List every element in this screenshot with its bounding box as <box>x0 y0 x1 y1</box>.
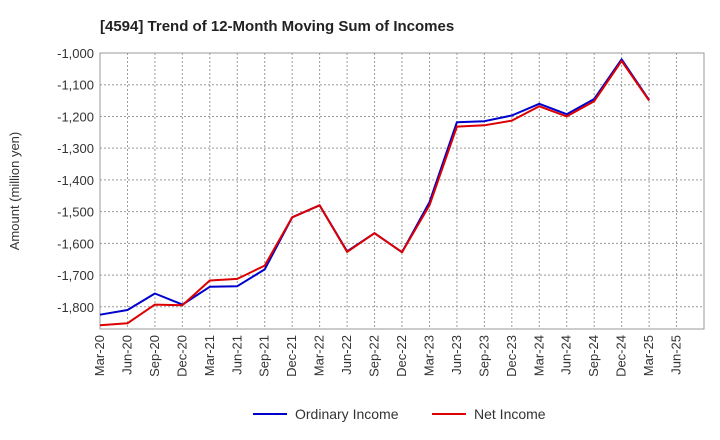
x-tick-label: Dec-20 <box>174 335 189 377</box>
y-tick-label: -1,700 <box>57 268 94 283</box>
y-tick-label: -1,500 <box>57 205 94 220</box>
series-group <box>99 58 650 327</box>
x-tick-label: Jun-23 <box>449 335 464 375</box>
plot-area <box>99 52 705 330</box>
x-tick-label: Sep-24 <box>586 335 601 377</box>
x-tick-label: Jun-21 <box>229 335 244 375</box>
legend: Ordinary Income Net Income <box>253 406 546 422</box>
y-tick-label: -1,100 <box>57 78 94 93</box>
y-tick-label: -1,400 <box>57 173 94 188</box>
x-tick-label: Dec-23 <box>504 335 519 377</box>
y-tick-label: -1,600 <box>57 236 94 251</box>
x-tick-label: Jun-24 <box>559 335 574 375</box>
x-tick-label: Jun-25 <box>669 335 684 375</box>
y-tick-label: -1,300 <box>57 141 94 156</box>
x-tick-label: Mar-23 <box>421 335 436 376</box>
x-tick-label: Sep-23 <box>476 335 491 377</box>
x-ticks: Mar-20 Jun-20 Sep-20 Dec-20 Mar-21 Jun-21 Sep-… <box>92 335 684 377</box>
x-tick-label: Dec-21 <box>284 335 299 377</box>
x-tick-label: Mar-20 <box>92 335 107 376</box>
x-tick-label: Jun-22 <box>339 335 354 375</box>
x-tick-label: Mar-24 <box>531 335 546 376</box>
x-tick-label: Dec-22 <box>394 335 409 377</box>
y-tick-label: -1,200 <box>57 109 94 124</box>
x-tick-label: Sep-21 <box>257 335 272 377</box>
x-tick-label: Sep-22 <box>367 335 382 377</box>
x-tick-label: Jun-20 <box>119 335 134 375</box>
grid <box>100 52 704 329</box>
legend-label-net-income: Net Income <box>474 406 546 422</box>
x-tick-label: Mar-22 <box>312 335 327 376</box>
y-axis-label: Amount (million yen) <box>7 132 22 251</box>
y-tick-label: -1,800 <box>57 300 94 315</box>
y-ticks: -1,800 -1,700 -1,600 -1,500 -1,400 -1,300 -1,2… <box>57 46 94 315</box>
x-tick-label: Dec-24 <box>614 335 629 377</box>
x-tick-label: Mar-25 <box>641 335 656 376</box>
x-tick-label: Sep-20 <box>147 335 162 377</box>
x-tick-label: Mar-21 <box>202 335 217 376</box>
y-tick-label: -1,000 <box>57 46 94 61</box>
legend-label-ordinary-income: Ordinary Income <box>295 406 399 422</box>
series-line-net-income <box>99 59 650 327</box>
chart-title: [4594] Trend of 12-Month Moving Sum of I… <box>100 18 454 35</box>
